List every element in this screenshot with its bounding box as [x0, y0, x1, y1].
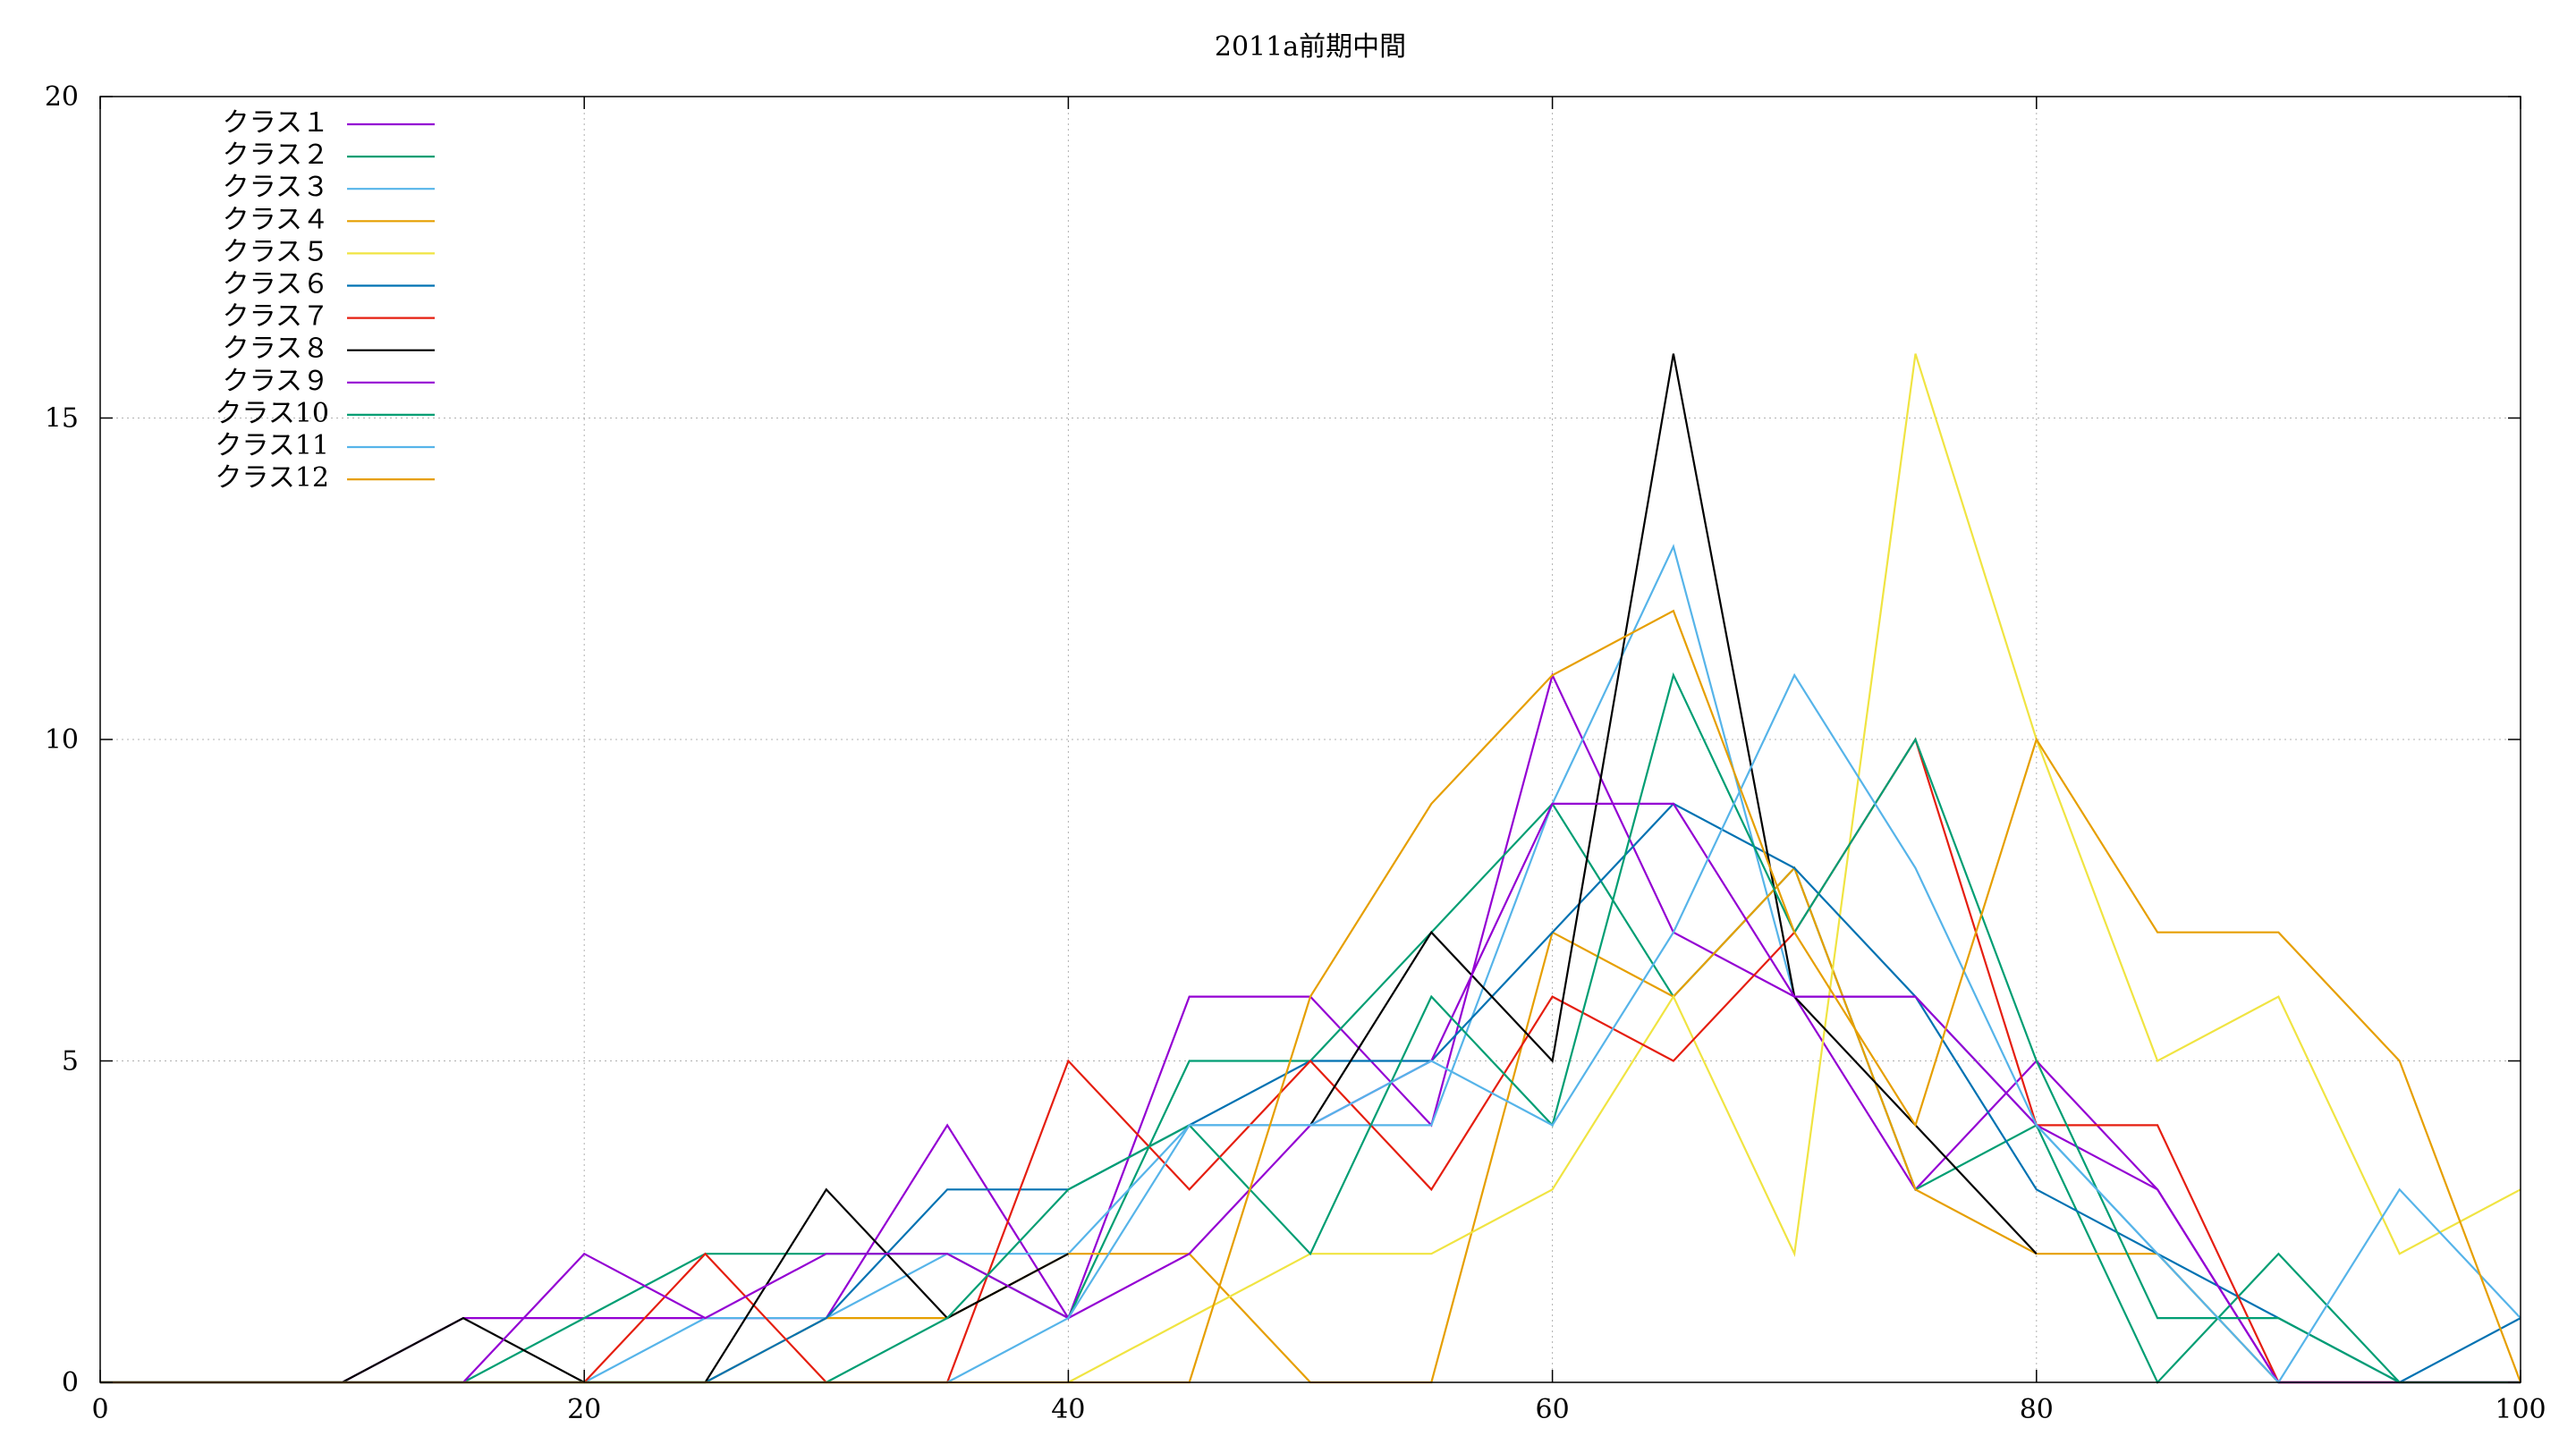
y-tick-label: 15 — [45, 403, 79, 435]
x-tick-label: 60 — [1536, 1394, 1570, 1425]
legend-label-12: クラス12 — [215, 462, 329, 494]
chart-title: 2011a前期中間 — [1215, 31, 1406, 63]
legend-label-6: クラス６ — [223, 269, 329, 300]
y-tick-label: 10 — [45, 724, 79, 756]
legend-label-8: クラス８ — [223, 334, 329, 365]
legend-label-5: クラス５ — [223, 236, 329, 267]
y-tick-label: 20 — [45, 81, 79, 113]
x-tick-label: 0 — [91, 1394, 108, 1425]
x-tick-label: 20 — [567, 1394, 601, 1425]
legend-label-11: クラス11 — [215, 430, 329, 461]
grid-lines — [100, 97, 2521, 1382]
legend-label-10: クラス10 — [215, 398, 329, 429]
legend-label-1: クラス１ — [223, 107, 329, 139]
legend-label-9: クラス９ — [223, 366, 329, 397]
y-tick-label: 0 — [62, 1367, 79, 1398]
axis-ticks: 0 20 40 60 80 100 0 5 10 15 20 — [45, 81, 2546, 1425]
y-tick-label: 5 — [62, 1046, 79, 1077]
legend-label-7: クラス７ — [223, 301, 329, 333]
x-tick-label: 40 — [1051, 1394, 1085, 1425]
x-tick-label: 80 — [2020, 1394, 2054, 1425]
legend-label-2: クラス２ — [223, 139, 329, 171]
legend: クラス１クラス２クラス３クラス４クラス５クラス６クラス７クラス８クラス９クラス1… — [215, 107, 435, 494]
legend-label-4: クラス４ — [223, 204, 329, 235]
legend-label-3: クラス３ — [223, 172, 329, 203]
x-tick-label: 100 — [2495, 1394, 2546, 1425]
